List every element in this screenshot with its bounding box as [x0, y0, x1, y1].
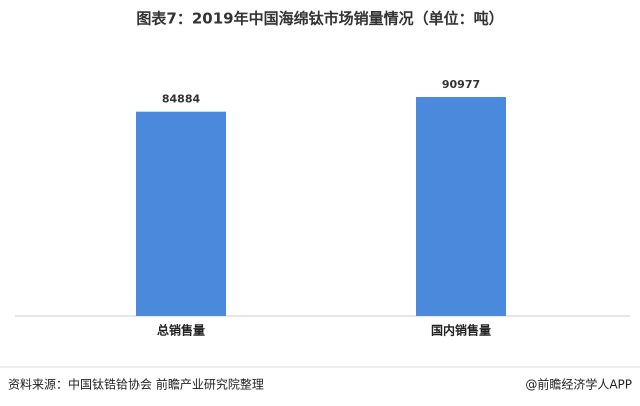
bar: [136, 111, 226, 316]
source-note: 资料来源：中国钛锆铪协会 前瞻产业研究院整理: [8, 377, 264, 392]
x-tick-label: 总销售量: [157, 323, 205, 338]
value-label: 84884: [162, 93, 201, 106]
x-tick-label: 国内销售量: [431, 323, 491, 338]
credit: @前瞻经济学人APP: [525, 377, 632, 392]
chart-title: 图表7：2019年中国海绵钛市场销量情况（单位：吨）: [136, 10, 503, 28]
value-label: 90977: [442, 78, 480, 91]
bar: [416, 97, 506, 316]
